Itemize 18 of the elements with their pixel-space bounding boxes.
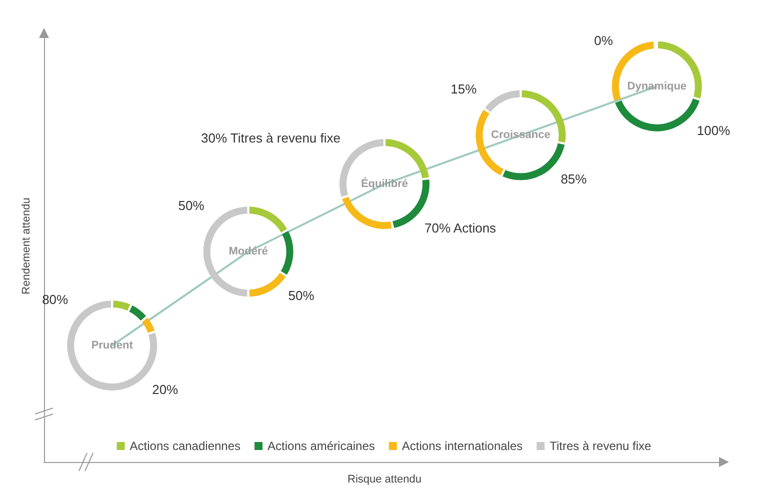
text: 0% (594, 32, 614, 48)
annotation: 30% Titres à revenu fixe (201, 130, 340, 146)
y-axis-title: Rendement attendu (20, 198, 32, 294)
legend-label: Actions américaines (268, 439, 375, 453)
annotation: 70% Actions (424, 220, 497, 236)
x-axis-title: Risque attendu (348, 474, 422, 486)
annotation: 50% (288, 288, 315, 304)
annotation: 15% (450, 82, 478, 97)
legend-label: Actions canadiennes (130, 439, 241, 453)
annotation: 100% (696, 122, 731, 138)
slice-label: Dynamique (627, 80, 687, 92)
annotation: 80% (42, 292, 69, 308)
legend-label: Titres à revenu fixe (550, 439, 652, 453)
annotation: 20% (152, 382, 179, 398)
annotation: 85% (560, 172, 588, 187)
legend-label: Actions internationales (402, 439, 523, 453)
annotation: 50% (178, 198, 205, 214)
slice-label: Prudent (91, 340, 134, 352)
